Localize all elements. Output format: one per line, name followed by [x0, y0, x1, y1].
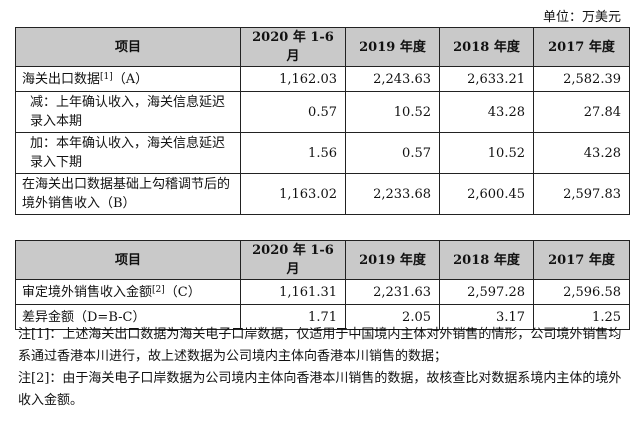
footnote-2: 注[2]：由于海关电子口岸数据为公司境内主体向香港本川销售的数据，故核查比对数据…: [18, 371, 622, 408]
table-cell: 2,243.63: [345, 66, 440, 92]
table-cell: 1,162.03: [240, 66, 346, 92]
row-label: 在海关出口数据基础上勾稽调节后的境外销售收入（B）: [15, 173, 241, 215]
footnote-1: 注[1]：上述海关出口数据为海关电子口岸数据，仅适用于中国境内主体对外销售的情形…: [18, 327, 622, 364]
table-cell: 0.57: [345, 132, 440, 174]
table-cell: 2,600.45: [439, 173, 534, 215]
column-header: 2017 年度: [533, 27, 630, 67]
column-header: 2019 年度: [345, 27, 440, 67]
column-header: 2020 年 1-6 月: [240, 240, 346, 280]
column-header: 2017 年度: [533, 240, 630, 280]
table-row: 在海关出口数据基础上勾稽调节后的境外销售收入（B） 1,163.02 2,233…: [15, 173, 630, 215]
table-row: 差异金额（D=B-C） 1.71 2.05 3.17 1.25: [15, 304, 630, 330]
table-cell: 2,597.28: [439, 279, 534, 305]
table-cell: 3.17: [439, 304, 534, 330]
column-header: 2018 年度: [439, 27, 534, 67]
unit-label: 单位：万美元: [542, 10, 621, 25]
table-cell: 1.71: [240, 304, 346, 330]
table-cell: 2,596.58: [533, 279, 630, 305]
table-cell: 2,597.83: [533, 173, 630, 215]
table-row: 加：本年确认收入，海关信息延迟录入下期 1.56 0.57 10.52 43.2…: [15, 132, 630, 174]
table-cell: 2,633.21: [439, 66, 534, 92]
table-header-row: 项目 2020 年 1-6 月 2019 年度 2018 年度 2017 年度: [15, 240, 630, 280]
column-header: 2019 年度: [345, 240, 440, 280]
footnotes: 注[1]：上述海关出口数据为海关电子口岸数据，仅适用于中国境内主体对外销售的情形…: [18, 324, 630, 412]
table-cell: 10.52: [345, 91, 440, 133]
column-header: 项目: [15, 240, 241, 280]
table-cell: 1,161.31: [240, 279, 346, 305]
table-row: 审定境外销售收入金额[2]（C） 1,161.31 2,231.63 2,597…: [15, 279, 630, 305]
table-header-row: 项目 2020 年 1-6 月 2019 年度 2018 年度 2017 年度: [15, 27, 630, 67]
footnote-marker: [2]: [152, 284, 165, 295]
table-cell: 43.28: [439, 91, 534, 133]
table-cell: 1,163.02: [240, 173, 346, 215]
table-cell: 2,582.39: [533, 66, 630, 92]
table-cell: 10.52: [439, 132, 534, 174]
export-reconciliation-table: 项目 2020 年 1-6 月 2019 年度 2018 年度 2017 年度 …: [15, 27, 630, 215]
table-cell: 1.25: [533, 304, 630, 330]
table-cell: 1.56: [240, 132, 346, 174]
row-label: 差异金额（D=B-C）: [15, 304, 241, 330]
table-row: 海关出口数据[1]（A） 1,162.03 2,243.63 2,633.21 …: [15, 66, 630, 92]
row-label: 减：上年确认收入，海关信息延迟录入本期: [15, 91, 241, 133]
row-label: 加：本年确认收入，海关信息延迟录入下期: [15, 132, 241, 174]
column-header: 2018 年度: [439, 240, 534, 280]
column-header: 2020 年 1-6 月: [240, 27, 346, 67]
table-row: 减：上年确认收入，海关信息延迟录入本期 0.57 10.52 43.28 27.…: [15, 91, 630, 133]
table-cell: 27.84: [533, 91, 630, 133]
row-label: 海关出口数据[1]（A）: [15, 66, 241, 92]
footnote-marker: [1]: [100, 71, 113, 82]
table-cell: 2,233.68: [345, 173, 440, 215]
table-cell: 2,231.63: [345, 279, 440, 305]
audited-revenue-table: 项目 2020 年 1-6 月 2019 年度 2018 年度 2017 年度 …: [15, 240, 630, 330]
column-header: 项目: [15, 27, 241, 67]
row-label: 审定境外销售收入金额[2]（C）: [15, 279, 241, 305]
table-cell: 43.28: [533, 132, 630, 174]
table-cell: 0.57: [240, 91, 346, 133]
